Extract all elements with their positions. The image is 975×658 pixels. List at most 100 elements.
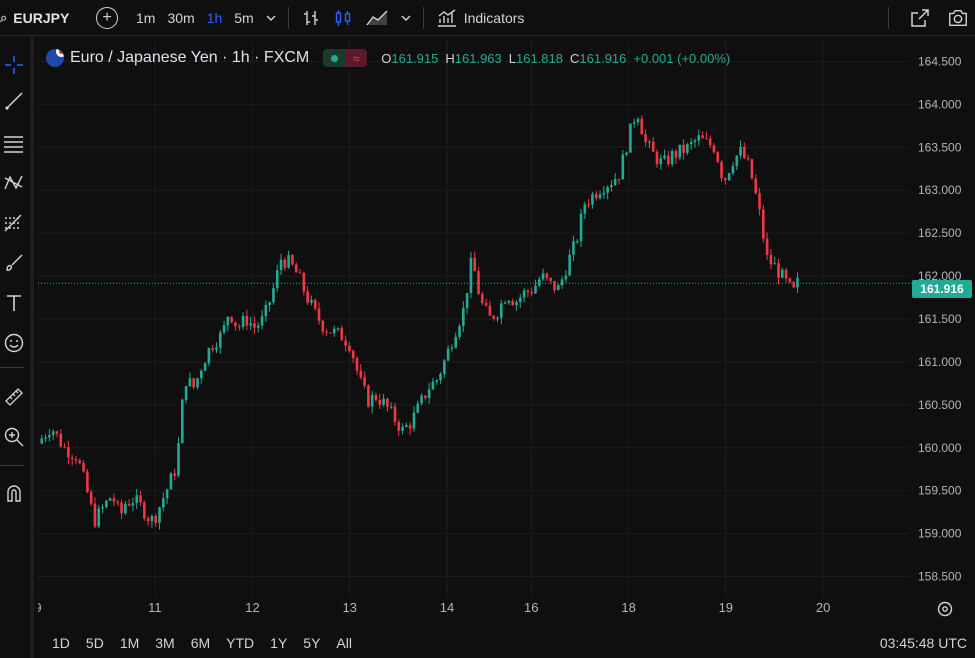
x-tick-label: 19 xyxy=(719,600,733,615)
candle-body xyxy=(226,316,230,326)
brush-icon[interactable] xyxy=(0,249,28,277)
camera-icon[interactable] xyxy=(947,7,969,29)
range-5d[interactable]: 5D xyxy=(85,635,104,651)
emoji-icon[interactable] xyxy=(0,329,28,357)
candle-body xyxy=(89,492,93,504)
candle-body xyxy=(450,347,454,349)
candle-body xyxy=(207,348,211,364)
chart-title[interactable]: Euro / Japanese Yen · 1h · FXCM xyxy=(70,49,310,66)
chart-style-dropdown-chevron-icon[interactable] xyxy=(395,0,417,36)
compare-symbol-button[interactable]: + xyxy=(96,6,118,29)
candle-body xyxy=(735,155,739,166)
bar-style-icon[interactable] xyxy=(295,0,327,36)
candle-body xyxy=(116,501,120,503)
candle-body xyxy=(583,204,587,214)
magnet-icon[interactable] xyxy=(0,479,28,507)
candle-body xyxy=(344,340,347,346)
candle-body xyxy=(788,278,792,282)
candle-body xyxy=(537,279,541,286)
range-3m[interactable]: 3M xyxy=(155,635,175,651)
indicators-button[interactable]: Indicators xyxy=(430,0,531,36)
interval-30m[interactable]: 30m xyxy=(167,9,195,26)
candle-body xyxy=(439,373,442,381)
interval-1h[interactable]: 1h xyxy=(206,9,223,26)
candle-body xyxy=(382,398,385,405)
pattern-tool-icon[interactable] xyxy=(0,169,28,197)
x-tick-label: 16 xyxy=(524,600,538,615)
candle-body xyxy=(648,141,651,143)
candle-body xyxy=(693,140,697,143)
trend-line-icon[interactable] xyxy=(0,87,28,115)
candle-body xyxy=(332,328,336,334)
candle-body xyxy=(743,146,746,159)
open-new-window-icon[interactable] xyxy=(909,7,931,29)
horizontal-lines-icon[interactable] xyxy=(0,129,28,157)
area-style-icon[interactable] xyxy=(359,0,395,36)
range-1y[interactable]: 1Y xyxy=(270,635,288,651)
range-6m[interactable]: 6M xyxy=(190,635,211,651)
range-5y[interactable]: 5Y xyxy=(303,635,321,651)
toolbar-divider xyxy=(0,367,24,368)
candle-body xyxy=(522,290,526,298)
y-tick-label: 159.000 xyxy=(918,527,962,541)
change-value: +0.001 (+0.00%) xyxy=(633,50,731,66)
candle-body xyxy=(256,325,260,328)
text-tool-icon[interactable] xyxy=(0,289,28,317)
candle-body xyxy=(598,194,602,199)
candle-body xyxy=(51,431,55,435)
range-1m[interactable]: 1M xyxy=(119,635,140,651)
candle-body xyxy=(796,277,799,288)
range-1d[interactable]: 1D xyxy=(52,635,70,651)
candle-body xyxy=(549,277,552,281)
candle-body xyxy=(553,280,556,291)
candle-body xyxy=(651,141,655,152)
candle-body xyxy=(199,370,203,379)
candle-body xyxy=(378,399,382,405)
candle-body xyxy=(518,297,522,303)
candle-body xyxy=(594,194,598,199)
projection-tool-icon[interactable] xyxy=(0,209,28,237)
range-all[interactable]: All xyxy=(336,635,352,651)
candle-style-icon[interactable] xyxy=(327,0,359,36)
candle-body xyxy=(275,270,279,289)
candle-body xyxy=(397,421,401,431)
crosshair-icon[interactable] xyxy=(0,51,28,79)
candle-body xyxy=(515,302,518,306)
utc-clock[interactable]: 03:45:48 UTC xyxy=(879,635,967,651)
candle-body xyxy=(302,273,306,292)
y-tick-label: 159.500 xyxy=(918,484,962,498)
candle-body xyxy=(279,259,283,271)
market-status-pill[interactable]: ≈ xyxy=(323,49,368,67)
candle-body xyxy=(416,403,420,413)
y-tick-label: 164.000 xyxy=(918,97,962,111)
candle-body xyxy=(192,378,195,388)
candle-body xyxy=(431,381,435,390)
zoom-in-icon[interactable] xyxy=(0,423,28,451)
candle-body xyxy=(765,238,769,256)
interval-1m[interactable]: 1m xyxy=(136,9,156,26)
candle-body xyxy=(70,457,74,459)
candle-body xyxy=(739,146,742,156)
candle-body xyxy=(112,498,116,502)
data-provider-icon: ≈ xyxy=(345,49,368,67)
price-chart[interactable]: 164.500 164.000 163.500 163.000 162.500 162.0… xyxy=(38,40,975,658)
candle-body xyxy=(458,326,461,337)
candle-body xyxy=(412,412,416,429)
interval-dropdown-chevron-icon[interactable] xyxy=(260,0,282,36)
candle-body xyxy=(545,273,549,278)
candle-body xyxy=(249,323,252,326)
chart-settings-gear-icon[interactable] xyxy=(935,599,955,619)
chart-area[interactable]: 164.500 164.000 163.500 163.000 162.500 162.0… xyxy=(38,40,975,658)
candle-body xyxy=(484,303,488,306)
range-ytd[interactable]: YTD xyxy=(226,635,255,651)
candle-body xyxy=(727,173,731,181)
ruler-icon[interactable] xyxy=(0,383,28,411)
interval-5m[interactable]: 5m xyxy=(234,9,254,26)
candle-body xyxy=(150,515,154,522)
candle-body xyxy=(325,331,328,333)
toolbar-divider xyxy=(888,7,889,29)
symbol-search[interactable]: ⌕ EURJPY xyxy=(0,10,86,26)
candle-body xyxy=(196,378,199,388)
candle-body xyxy=(632,122,636,124)
candle-body xyxy=(162,498,165,508)
